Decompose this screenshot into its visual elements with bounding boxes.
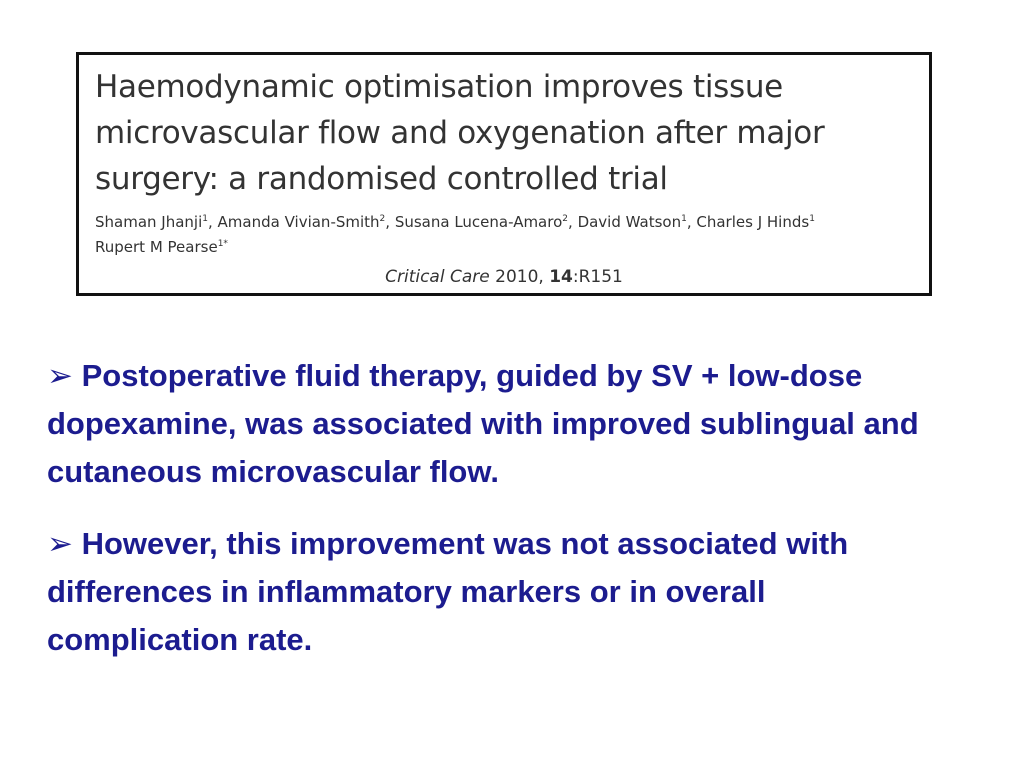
- author: Susana Lucena-Amaro2: [395, 213, 578, 231]
- bullet: Postoperative fluid therapy, guided by S…: [47, 352, 927, 496]
- year: 2010,: [495, 267, 544, 287]
- bullet: However, this improvement was not associ…: [47, 520, 927, 664]
- author-line: Shaman Jhanji1Amanda Vivian-Smith2Susana…: [95, 213, 815, 231]
- author: Rupert M Pearse1*: [95, 238, 228, 256]
- author-affiliation: 1: [202, 214, 208, 224]
- author: Shaman Jhanji1: [95, 213, 218, 231]
- author-affiliation: 1: [681, 214, 687, 224]
- author-name: Charles J Hinds: [696, 213, 810, 231]
- author-line: Rupert M Pearse1*: [95, 238, 228, 256]
- author-name: Amanda Vivian-Smith: [217, 213, 380, 231]
- paper-title-line: surgery: a randomised controlled trial: [95, 161, 668, 197]
- author-name: David Watson: [577, 213, 682, 231]
- author-name: Rupert M Pearse: [95, 238, 218, 256]
- author-name: Shaman Jhanji: [95, 213, 203, 231]
- author: Amanda Vivian-Smith2: [218, 213, 395, 231]
- author-name: Susana Lucena-Amaro: [394, 213, 563, 231]
- paper-box: Haemodynamic optimisation improves tissu…: [76, 52, 932, 296]
- paper-title-line: microvascular flow and oxygenation after…: [95, 115, 825, 151]
- author-affiliation: 1*: [217, 239, 228, 249]
- author-affiliation: 2: [379, 214, 386, 224]
- article: :R151: [572, 267, 623, 287]
- bullet-list: Postoperative fluid therapy, guided by S…: [47, 352, 927, 688]
- author: David Watson1: [578, 213, 697, 231]
- journal: Critical Care: [385, 267, 490, 287]
- author-affiliation: 2: [562, 214, 569, 224]
- citation: Critical Care 2010, 14:R151: [79, 267, 929, 287]
- paper-title-line: Haemodynamic optimisation improves tissu…: [95, 69, 783, 105]
- author: Charles J Hinds1: [696, 213, 815, 231]
- author-affiliation: 1: [809, 214, 815, 224]
- volume: 14: [549, 267, 573, 287]
